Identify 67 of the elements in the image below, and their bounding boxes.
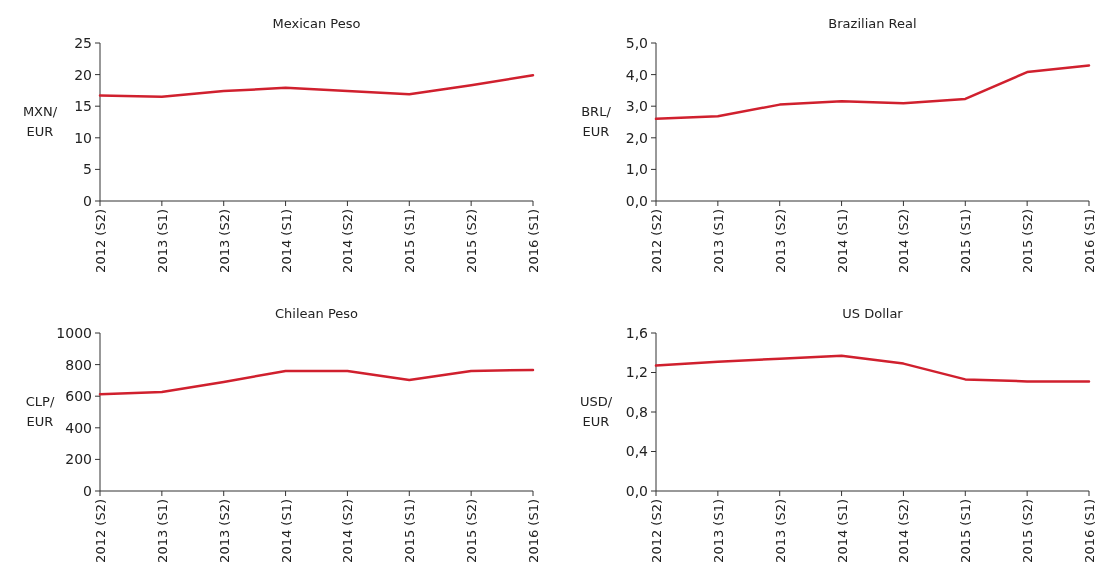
x-tick-label: 2014 (S2) bbox=[896, 209, 912, 273]
x-tick-label: 2014 (S2) bbox=[340, 499, 356, 563]
x-tick-label: 2012 (S2) bbox=[649, 209, 664, 273]
y-tick-label: 4,0 bbox=[625, 66, 648, 83]
x-tick-label: 2013 (S2) bbox=[216, 499, 232, 563]
y-tick-label: 5,0 bbox=[625, 34, 648, 51]
line-series bbox=[654, 354, 1091, 383]
x-tick-label: 2013 (S2) bbox=[772, 209, 788, 273]
y-tick-label: 5 bbox=[83, 161, 92, 178]
x-tick-label: 2012 (S2) bbox=[649, 499, 664, 563]
y-axis-title: BRL/EUR bbox=[581, 104, 612, 139]
y-tick-label: 25 bbox=[74, 34, 92, 51]
x-tick-label: 2016 (S1) bbox=[526, 499, 541, 563]
y-tick-label: 0 bbox=[83, 482, 92, 499]
y-tick-label: 200 bbox=[65, 451, 92, 468]
x-tick-label: 2016 (S1) bbox=[526, 209, 541, 273]
y-tick-label: 0,0 bbox=[625, 192, 648, 209]
y-axis-title: MXN/EUR bbox=[22, 104, 58, 139]
y-tick-label: 0,8 bbox=[625, 403, 648, 420]
x-tick-label: 2016 (S1) bbox=[1082, 499, 1097, 563]
line-series bbox=[654, 64, 1091, 121]
y-tick-label: 1000 bbox=[56, 324, 92, 341]
x-tick-label: 2014 (S1) bbox=[834, 209, 850, 273]
x-tick-label: 2013 (S2) bbox=[216, 209, 232, 273]
y-tick-label: 800 bbox=[65, 356, 92, 373]
y-tick-label: 15 bbox=[74, 98, 92, 115]
y-axis-title: CLP/EUR bbox=[25, 394, 55, 429]
x-tick-label: 2013 (S1) bbox=[154, 499, 170, 563]
x-tick-label: 2014 (S2) bbox=[340, 209, 356, 273]
x-tick-label: 2014 (S1) bbox=[278, 499, 294, 563]
x-tick-label: 2015 (S2) bbox=[464, 209, 480, 273]
x-tick-label: 2015 (S2) bbox=[1020, 499, 1036, 563]
x-tick-label: 2013 (S1) bbox=[710, 209, 726, 273]
x-tick-label: 2015 (S2) bbox=[1020, 209, 1036, 273]
y-tick-label: 600 bbox=[65, 388, 92, 405]
chart-title: Mexican Peso bbox=[272, 16, 361, 31]
x-tick-label: 2014 (S2) bbox=[896, 499, 912, 563]
y-tick-label: 0 bbox=[83, 192, 92, 209]
y-tick-label: 0,4 bbox=[625, 443, 649, 460]
x-tick-label: 2013 (S1) bbox=[154, 209, 170, 273]
line-series bbox=[98, 368, 535, 396]
line-series bbox=[98, 73, 535, 98]
y-tick-label: 10 bbox=[74, 129, 92, 146]
x-tick-label: 2015 (S1) bbox=[402, 499, 418, 563]
y-tick-label: 1,0 bbox=[625, 161, 648, 178]
y-tick-label: 400 bbox=[65, 419, 92, 436]
x-tick-label: 2014 (S1) bbox=[834, 499, 850, 563]
x-tick-label: 2015 (S1) bbox=[958, 499, 974, 563]
x-tick-label: 2015 (S1) bbox=[958, 209, 974, 273]
x-tick-label: 2015 (S1) bbox=[402, 209, 418, 273]
chart-title: US Dollar bbox=[842, 306, 904, 321]
x-tick-label: 2012 (S2) bbox=[93, 209, 108, 273]
x-tick-label: 2013 (S1) bbox=[710, 499, 726, 563]
x-tick-label: 2015 (S2) bbox=[464, 499, 480, 563]
x-tick-label: 2014 (S1) bbox=[278, 209, 294, 273]
y-tick-label: 3,0 bbox=[625, 98, 648, 115]
x-tick-label: 2012 (S2) bbox=[93, 499, 108, 563]
x-tick-label: 2016 (S1) bbox=[1082, 209, 1097, 273]
x-tick-label: 2013 (S2) bbox=[772, 499, 788, 563]
y-tick-label: 1,2 bbox=[625, 364, 648, 381]
y-tick-label: 2,0 bbox=[625, 129, 648, 146]
chart-title: Brazilian Real bbox=[828, 16, 917, 31]
chart-title: Chilean Peso bbox=[275, 306, 359, 321]
y-tick-label: 1,6 bbox=[625, 324, 649, 341]
y-tick-label: 0,0 bbox=[625, 482, 648, 499]
y-tick-label: 20 bbox=[74, 66, 92, 83]
y-axis-title: USD/EUR bbox=[579, 394, 613, 429]
